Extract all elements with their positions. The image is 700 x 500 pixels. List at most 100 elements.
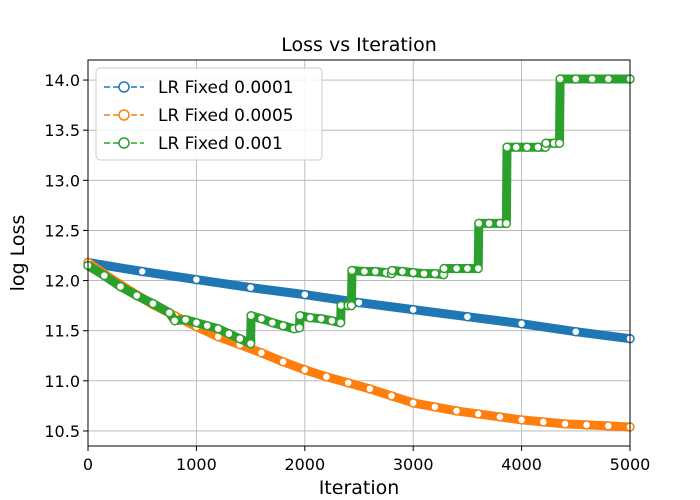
data-point (462, 311, 473, 322)
y-tick-label: 12.5 (44, 221, 80, 240)
y-tick-label: 13.0 (44, 171, 80, 190)
data-point (554, 138, 565, 148)
data-point (581, 420, 592, 430)
series-3 (83, 74, 635, 349)
data-point (278, 320, 288, 331)
series-layer (83, 74, 635, 432)
y-tick-label: 11.0 (44, 372, 80, 391)
data-point (474, 218, 484, 229)
data-point (365, 384, 375, 394)
data-point (99, 270, 110, 281)
y-tick-label: 12.0 (44, 272, 80, 291)
series-2 (83, 257, 635, 432)
chart-title: Loss vs Iteration (281, 34, 437, 56)
data-point (555, 74, 565, 84)
data-point (473, 409, 483, 419)
data-point (115, 281, 126, 292)
data-point (335, 317, 346, 328)
data-point (148, 298, 158, 309)
data-point (484, 218, 494, 229)
x-tick-label: 4000 (501, 455, 542, 474)
data-point (267, 317, 278, 328)
data-point (294, 322, 305, 333)
data-point (321, 372, 332, 382)
data-point (462, 263, 473, 274)
data-point (164, 307, 175, 318)
data-point (295, 310, 305, 321)
data-point (354, 297, 364, 308)
data-point (300, 365, 310, 375)
series-1 (83, 257, 635, 344)
data-point (541, 138, 551, 148)
legend-label: LR Fixed 0.0001 (158, 78, 294, 98)
data-point (560, 419, 570, 429)
legend-box (95, 67, 323, 161)
data-point (603, 74, 614, 84)
data-point (501, 218, 512, 229)
legend: LR Fixed 0.0001 LR Fixed 0.0005 LR Fixed 0… (95, 67, 323, 161)
data-point (603, 421, 614, 431)
data-point (245, 338, 256, 349)
data-point (224, 328, 234, 339)
series-dash-line (87, 261, 631, 428)
plot-frame (87, 59, 631, 447)
y-axis-label: log Loss (7, 215, 29, 292)
data-point (278, 357, 288, 367)
legend-marker (118, 109, 130, 121)
data-point (256, 313, 267, 324)
y-tick-label: 10.5 (44, 422, 80, 441)
data-point (502, 142, 512, 152)
legend-marker (118, 137, 130, 149)
data-point (343, 378, 353, 388)
data-point (571, 74, 581, 84)
data-point (191, 317, 202, 328)
x-axis-label: Iteration (319, 477, 400, 499)
data-point (305, 312, 315, 323)
x-tick-label: 2000 (284, 455, 325, 474)
data-point (571, 326, 581, 337)
data-point (397, 266, 408, 277)
data-point (316, 313, 326, 324)
data-point (213, 323, 223, 334)
data-point (451, 406, 462, 416)
data-point (169, 315, 180, 326)
data-point (191, 274, 202, 285)
axis-ticks: 0 1000 2000 3000 4000 5000 10.5 11.0 11.5 12.0 12.… (44, 71, 650, 474)
data-point (180, 314, 191, 325)
data-point (439, 263, 449, 274)
data-point (451, 263, 462, 274)
legend-label: LR Fixed 0.001 (158, 134, 283, 154)
data-point (327, 315, 337, 326)
data-point (522, 142, 532, 152)
data-point (387, 265, 397, 276)
data-point (473, 263, 483, 274)
data-point (235, 333, 245, 344)
data-point (430, 402, 440, 412)
data-point (516, 415, 527, 425)
data-point (419, 268, 429, 279)
data-point (587, 74, 597, 84)
data-point (370, 266, 381, 277)
data-point (202, 320, 212, 331)
x-tick-label: 1000 (176, 455, 217, 474)
data-point (408, 398, 418, 408)
legend-label: LR Fixed 0.0005 (158, 106, 294, 126)
data-point (538, 417, 549, 427)
x-tick-label: 3000 (393, 455, 434, 474)
data-point (408, 267, 418, 278)
data-point (137, 266, 147, 277)
y-tick-label: 14.0 (44, 71, 80, 90)
data-point (245, 282, 256, 293)
data-point (495, 412, 505, 422)
data-point (256, 348, 267, 358)
data-point (132, 290, 142, 301)
x-tick-label: 0 (83, 455, 93, 474)
data-point (516, 318, 527, 329)
y-tick-label: 13.5 (44, 121, 80, 140)
data-point (430, 268, 440, 279)
data-point (386, 391, 397, 401)
x-tick-label: 5000 (610, 455, 651, 474)
data-point (511, 142, 521, 152)
data-point (347, 265, 357, 276)
